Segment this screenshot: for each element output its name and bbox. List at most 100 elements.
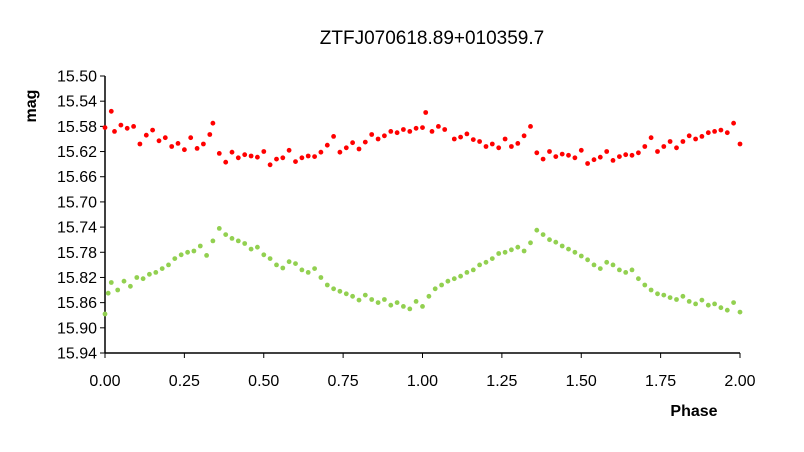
data-point	[636, 276, 641, 282]
data-point	[445, 278, 451, 284]
data-point	[496, 145, 502, 151]
data-point	[591, 262, 597, 268]
data-point	[324, 282, 330, 288]
data-point	[150, 127, 156, 133]
data-point	[331, 134, 336, 139]
data-point	[553, 239, 559, 245]
data-point	[194, 146, 200, 151]
x-tick-label: 0.25	[169, 373, 200, 390]
data-point	[712, 301, 717, 307]
data-point	[115, 287, 121, 293]
plot-frame	[104, 76, 740, 354]
data-point	[667, 139, 673, 144]
data-point	[248, 246, 254, 252]
data-point	[477, 139, 482, 144]
data-point	[223, 159, 229, 165]
data-point	[394, 300, 400, 305]
data-point	[229, 149, 235, 155]
x-tick-label: 1.25	[486, 373, 517, 390]
data-point	[242, 152, 248, 158]
data-point	[401, 127, 406, 132]
data-point	[204, 253, 210, 258]
data-point	[423, 110, 429, 115]
data-point	[388, 129, 394, 134]
data-point	[699, 297, 705, 303]
data-point	[642, 282, 648, 288]
data-point	[134, 275, 140, 280]
data-point	[686, 299, 692, 304]
data-point	[718, 127, 724, 133]
data-point	[470, 267, 476, 273]
x-axis-label: Phase	[670, 403, 717, 420]
data-point	[655, 149, 660, 154]
data-point	[312, 154, 317, 160]
data-point	[521, 248, 527, 254]
data-point	[102, 125, 108, 130]
x-tick-label: 1.50	[566, 373, 597, 390]
data-point	[197, 243, 203, 249]
data-point	[343, 145, 349, 151]
data-point	[509, 247, 514, 253]
data-point	[356, 146, 362, 152]
data-point	[267, 162, 273, 168]
data-point	[127, 283, 133, 289]
data-point	[629, 152, 635, 158]
data-point	[442, 127, 448, 132]
y-tick-label: 15.94	[57, 346, 97, 363]
data-point	[261, 252, 267, 258]
data-point	[674, 145, 679, 151]
data-point	[502, 249, 508, 255]
y-tick-label: 15.66	[57, 169, 97, 186]
data-points	[102, 108, 743, 317]
data-point	[655, 291, 660, 297]
data-point	[343, 291, 349, 297]
data-point	[566, 246, 571, 252]
data-point	[436, 124, 441, 129]
data-point	[185, 249, 191, 255]
data-point	[439, 282, 444, 288]
data-point	[686, 133, 692, 139]
data-point	[540, 156, 546, 162]
data-point	[680, 293, 686, 299]
data-point	[420, 125, 425, 130]
data-point	[375, 300, 381, 305]
data-point	[680, 139, 686, 144]
data-point	[286, 147, 292, 153]
data-point	[280, 155, 286, 161]
data-point	[394, 130, 400, 136]
data-point	[432, 286, 438, 292]
data-point	[112, 129, 117, 134]
data-point	[578, 253, 584, 259]
data-point	[401, 304, 406, 309]
data-point	[178, 252, 184, 258]
y-tick-label: 15.58	[57, 119, 97, 136]
data-point	[470, 137, 476, 143]
data-point	[105, 290, 111, 296]
data-point	[210, 238, 216, 244]
data-point	[305, 153, 311, 159]
data-point	[293, 261, 298, 266]
data-point	[585, 257, 590, 263]
data-point	[305, 270, 311, 275]
data-point	[572, 155, 578, 161]
data-point	[534, 227, 540, 233]
data-point	[489, 256, 495, 261]
y-tick-label: 15.74	[57, 220, 97, 237]
data-point	[521, 133, 527, 139]
data-point	[356, 297, 362, 303]
data-point	[572, 249, 578, 255]
data-point	[261, 149, 267, 154]
series-1	[102, 226, 743, 317]
y-axis-ticks: 15.50 15.54 15.58 15.62 15.66 15.70 15.74 15.78…	[57, 69, 105, 363]
data-point	[108, 108, 114, 114]
y-tick-label: 15.50	[57, 69, 97, 86]
data-point	[191, 248, 197, 254]
data-point	[121, 278, 127, 284]
y-tick-label: 15.62	[57, 144, 97, 161]
data-point	[248, 153, 254, 159]
data-point	[159, 266, 165, 271]
data-point	[604, 259, 610, 265]
data-point	[318, 275, 324, 280]
data-point	[172, 256, 178, 261]
data-point	[216, 226, 222, 231]
